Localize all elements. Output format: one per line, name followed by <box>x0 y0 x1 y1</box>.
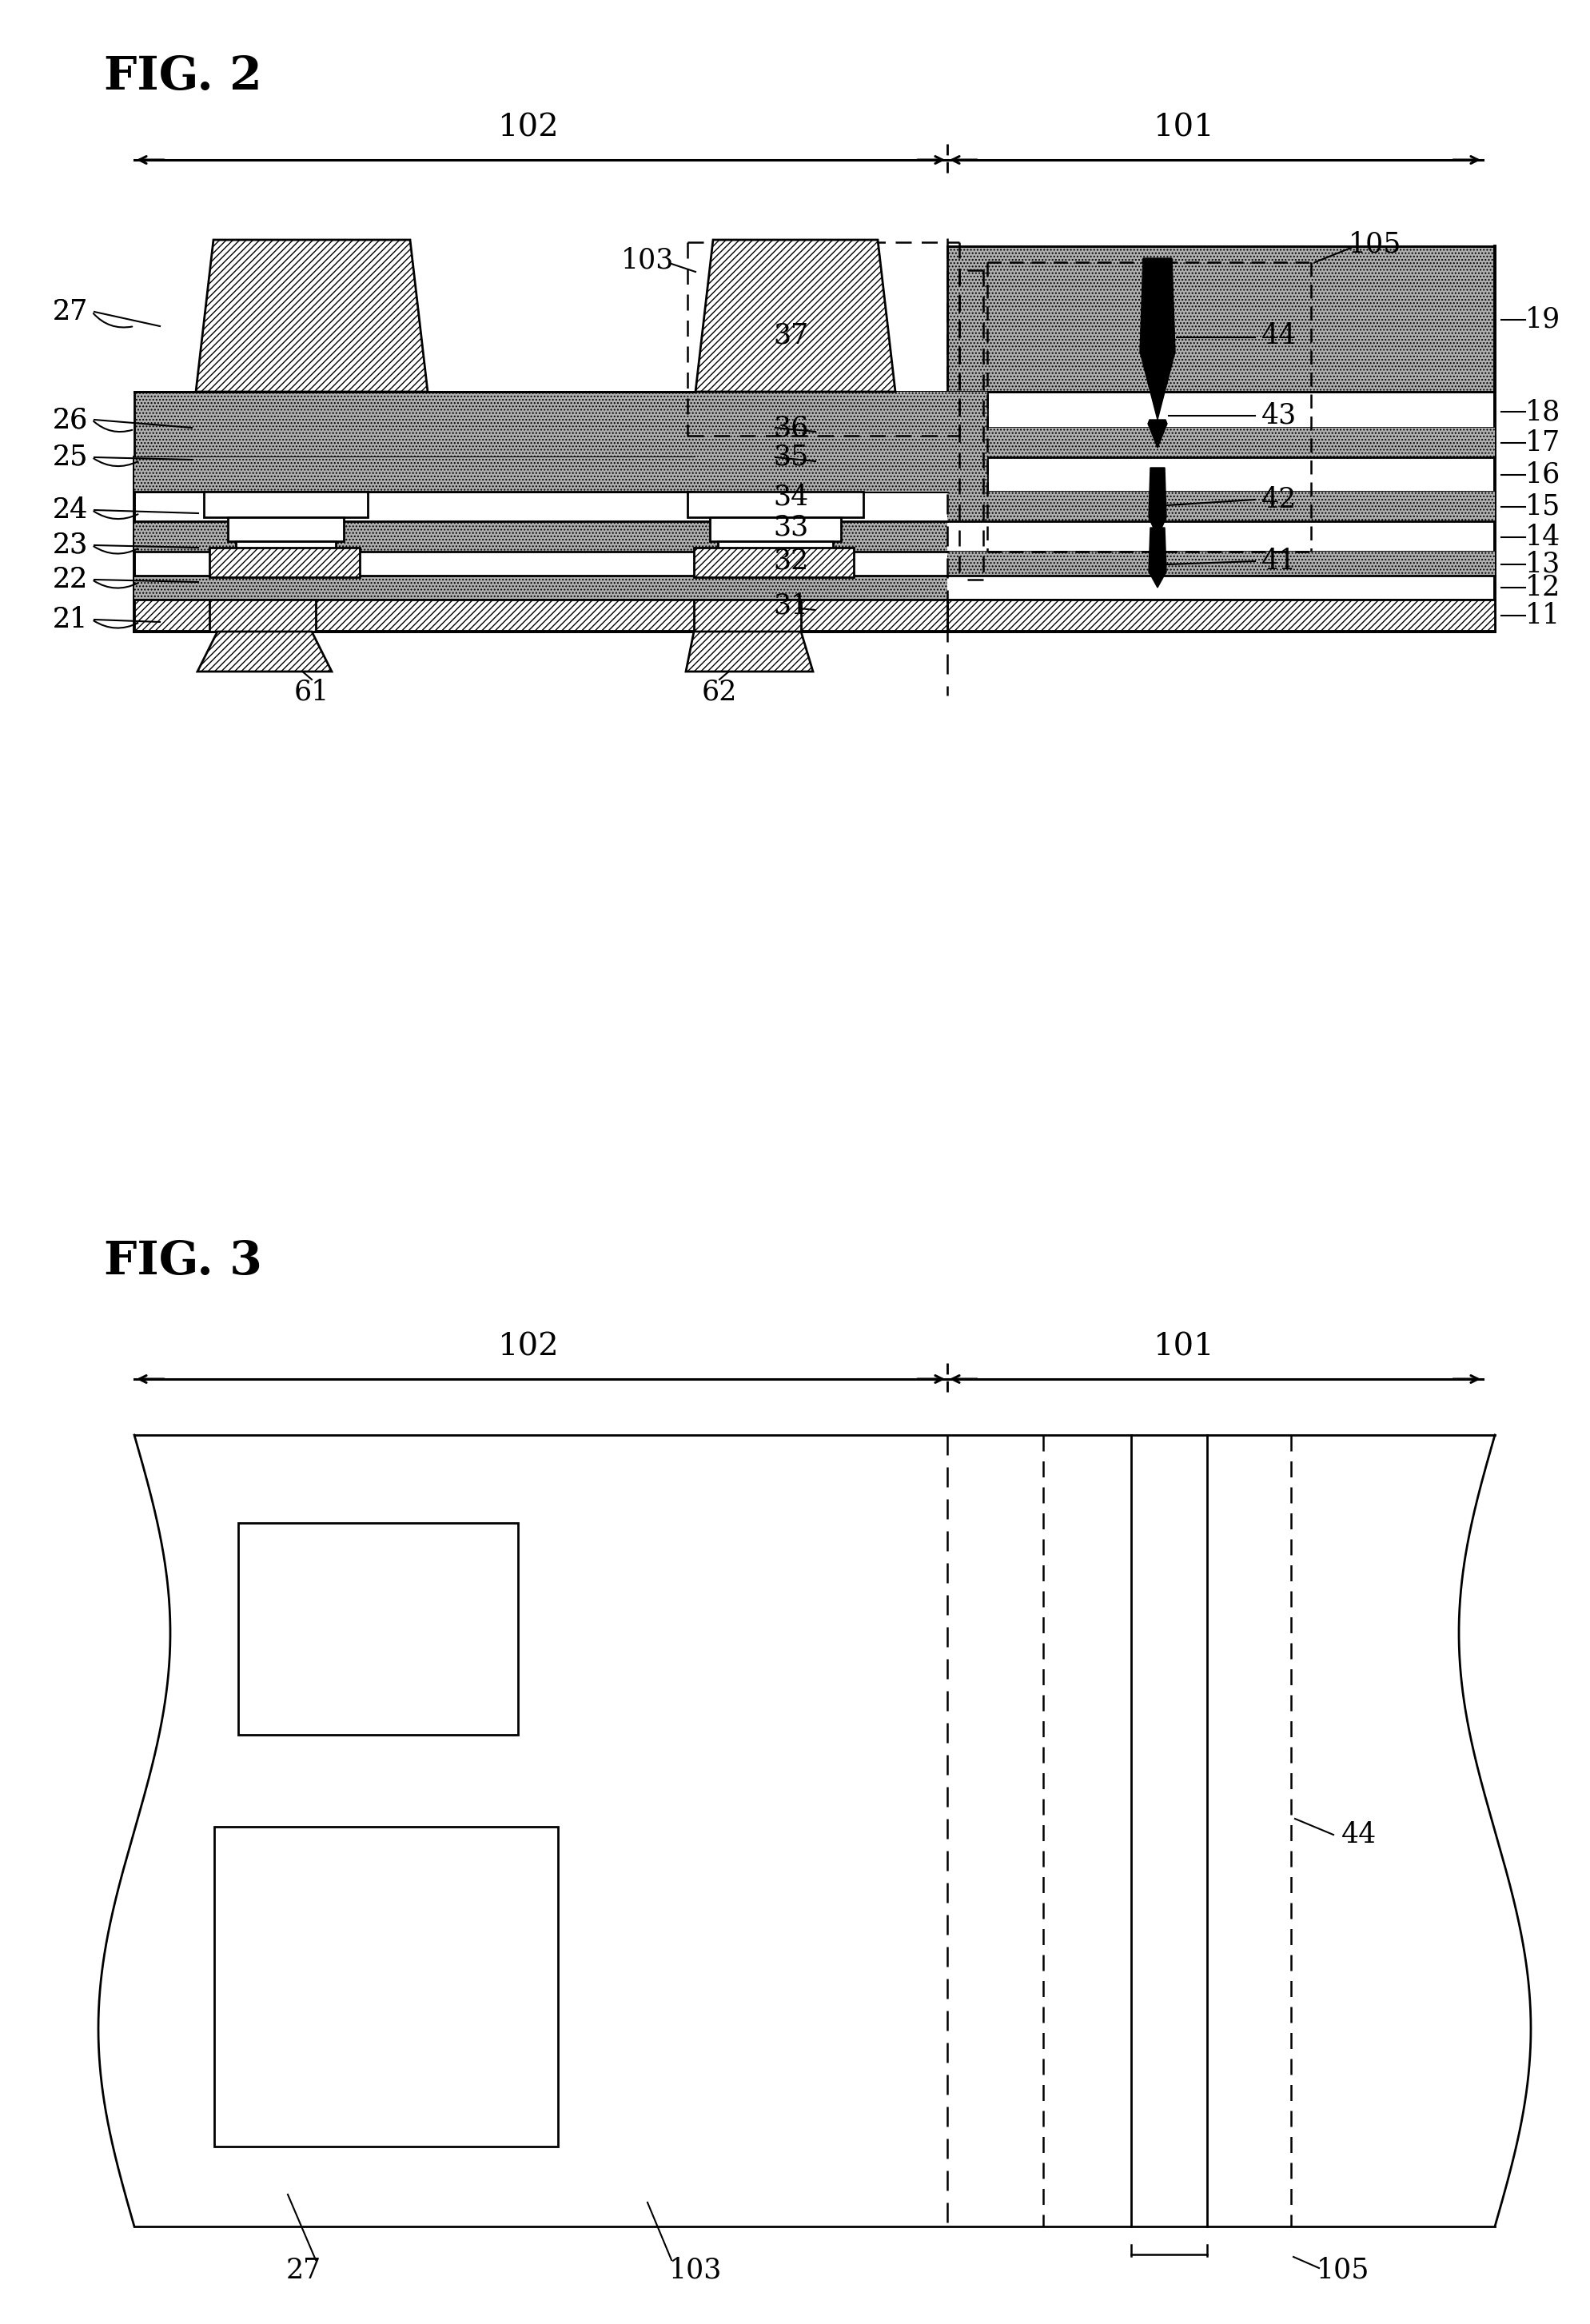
Text: 101: 101 <box>1153 114 1213 142</box>
Text: 27: 27 <box>52 297 87 325</box>
Bar <box>204 493 367 518</box>
Text: 41: 41 <box>1261 548 1297 574</box>
Polygon shape <box>1148 421 1167 449</box>
Text: 33: 33 <box>774 514 809 541</box>
Bar <box>134 521 948 551</box>
Text: 35: 35 <box>774 444 809 472</box>
Bar <box>134 393 987 493</box>
Text: 21: 21 <box>52 607 87 632</box>
Text: 105: 105 <box>1348 230 1401 258</box>
Text: 14: 14 <box>1525 523 1560 551</box>
Text: 27: 27 <box>52 297 87 325</box>
Text: 101: 101 <box>1153 1332 1213 1362</box>
Bar <box>948 551 1495 576</box>
Text: 103: 103 <box>669 2257 722 2284</box>
Text: 103: 103 <box>622 246 674 274</box>
Bar <box>717 541 833 565</box>
Text: 26: 26 <box>52 407 87 432</box>
Text: 61: 61 <box>294 679 329 704</box>
Polygon shape <box>1148 467 1167 537</box>
Bar <box>134 600 948 632</box>
Bar <box>948 246 1495 393</box>
Bar <box>215 1827 558 2147</box>
Bar <box>695 393 987 493</box>
Text: 36: 36 <box>774 414 809 442</box>
Text: 23: 23 <box>52 532 87 558</box>
Text: 22: 22 <box>52 567 87 593</box>
Text: 17: 17 <box>1525 430 1560 456</box>
Bar <box>235 541 335 565</box>
Text: 62: 62 <box>701 679 738 704</box>
Text: 18: 18 <box>1525 397 1560 425</box>
Text: 24: 24 <box>52 497 87 523</box>
Bar <box>693 600 801 632</box>
Text: 19: 19 <box>1525 307 1560 332</box>
Bar <box>948 493 1495 521</box>
Text: 102: 102 <box>498 1332 558 1362</box>
Text: 15: 15 <box>1525 493 1560 521</box>
Text: 42: 42 <box>1261 486 1297 514</box>
Polygon shape <box>685 632 812 672</box>
Text: 16: 16 <box>1525 460 1560 488</box>
Bar <box>991 267 1307 288</box>
Bar <box>948 428 1495 458</box>
Bar <box>693 548 854 576</box>
Bar <box>134 458 948 493</box>
Polygon shape <box>1140 258 1175 421</box>
Text: 11: 11 <box>1525 602 1560 630</box>
Text: 31: 31 <box>774 593 809 621</box>
Text: 37: 37 <box>774 323 809 349</box>
Text: FIG. 2: FIG. 2 <box>103 53 262 100</box>
Text: 34: 34 <box>774 483 809 511</box>
Text: 25: 25 <box>52 444 87 472</box>
Bar <box>210 548 359 576</box>
Text: 22: 22 <box>52 567 87 593</box>
Polygon shape <box>695 239 895 393</box>
Bar <box>709 518 841 541</box>
Text: 21: 21 <box>52 607 87 632</box>
Text: 44: 44 <box>1261 323 1297 349</box>
Bar <box>687 493 863 518</box>
Text: 13: 13 <box>1525 551 1560 579</box>
Polygon shape <box>197 632 332 672</box>
Text: 27: 27 <box>286 2257 321 2284</box>
Text: 32: 32 <box>774 548 809 574</box>
Text: 102: 102 <box>498 114 558 142</box>
Bar <box>134 576 948 600</box>
Polygon shape <box>1148 528 1167 588</box>
Text: 105: 105 <box>1317 2257 1369 2284</box>
Text: 44: 44 <box>1342 1822 1377 1848</box>
Bar <box>238 1522 518 1734</box>
Bar <box>948 600 1495 632</box>
Bar <box>210 600 316 632</box>
Polygon shape <box>196 239 428 393</box>
Text: 12: 12 <box>1525 574 1560 602</box>
Text: FIG. 3: FIG. 3 <box>103 1239 262 1283</box>
Bar <box>227 518 343 541</box>
Text: 43: 43 <box>1261 402 1297 430</box>
Text: 23: 23 <box>52 532 87 558</box>
Text: 25: 25 <box>52 444 87 472</box>
Text: 24: 24 <box>52 497 87 523</box>
Text: 26: 26 <box>52 407 87 432</box>
